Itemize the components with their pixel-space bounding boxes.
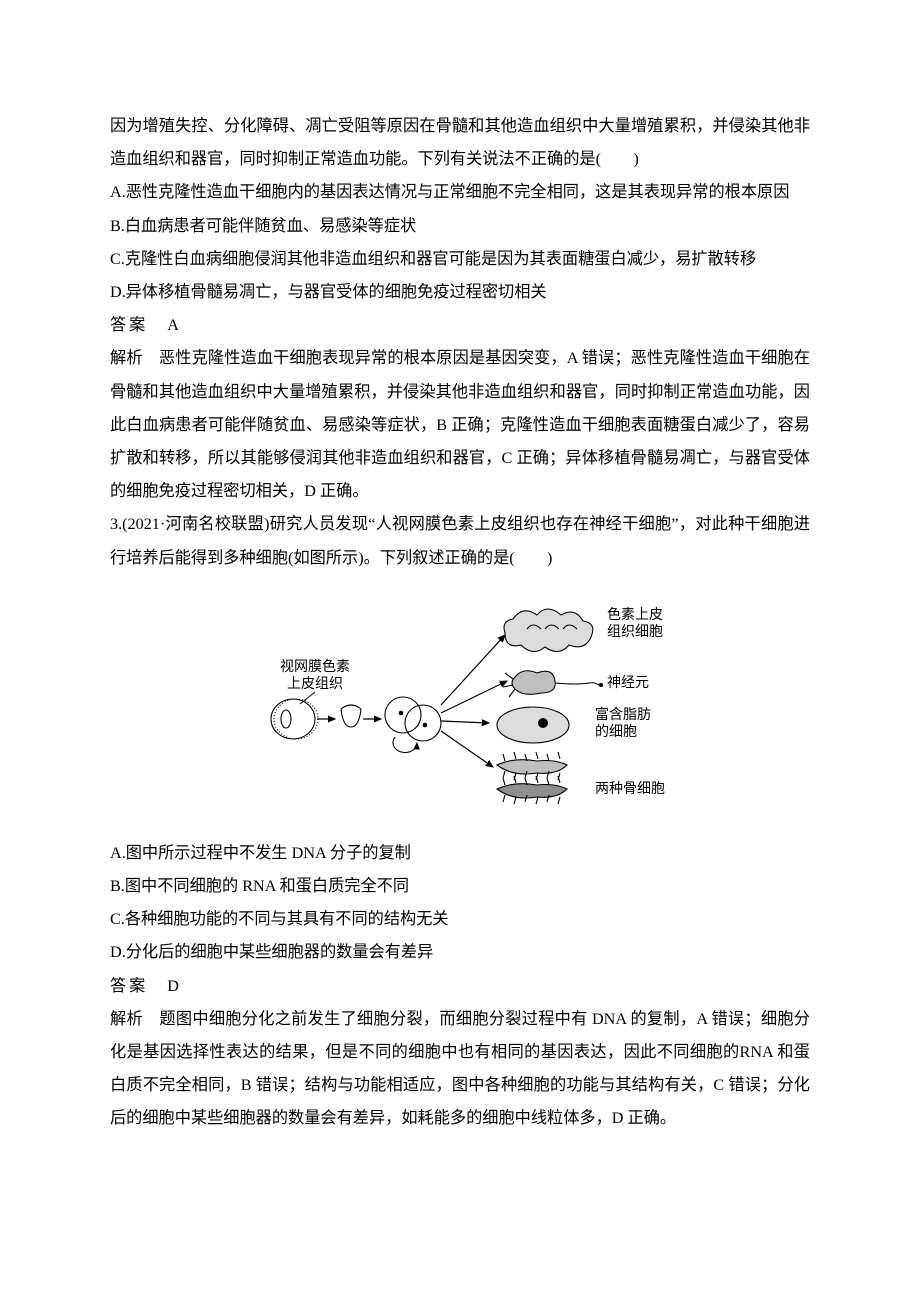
svg-text:两种骨细胞: 两种骨细胞 <box>595 781 665 797</box>
svg-text:的细胞: 的细胞 <box>595 724 637 740</box>
q2-analysis: 解析 恶性克隆性造血干细胞表现异常的根本原因是基因突变，A 错误；恶性克隆性造血… <box>110 342 810 508</box>
svg-text:上皮组织: 上皮组织 <box>287 676 343 692</box>
q2-intro-paragraph: 因为增殖失控、分化障碍、凋亡受阻等原因在骨髓和其他造血组织中大量增殖累积，并侵染… <box>110 110 810 176</box>
q3-diagram: 视网膜色素上皮组织 色素上皮组织细胞神经元富含脂肪的细胞两种骨细胞 <box>110 589 810 819</box>
q3-stem: 3.(2021·河南名校联盟)研究人员发现“人视网膜色素上皮组织也存在神经干细胞… <box>110 508 810 574</box>
q2-option-d: D.异体移植骨髓易凋亡，与器官受体的细胞免疫过程密切相关 <box>110 276 810 309</box>
q3-answer: 答案 D <box>110 970 810 1003</box>
svg-text:色素上皮: 色素上皮 <box>607 606 663 623</box>
svg-text:神经元: 神经元 <box>607 675 649 691</box>
document-page: 因为增殖失控、分化障碍、凋亡受阻等原因在骨髓和其他造血组织中大量增殖累积，并侵染… <box>0 0 920 1196</box>
q2-option-c: C.克隆性白血病细胞侵润其他非造血组织和器官可能是因为其表面糖蛋白减少，易扩散转… <box>110 243 810 276</box>
q3-option-b: B.图中不同细胞的 RNA 和蛋白质完全不同 <box>110 870 810 903</box>
svg-text:组织细胞: 组织细胞 <box>607 624 663 640</box>
q3-option-d: D.分化后的细胞中某些细胞器的数量会有差异 <box>110 936 810 969</box>
q2-option-b: B.白血病患者可能伴随贫血、易感染等症状 <box>110 210 810 243</box>
q2-answer: 答案 A <box>110 309 810 342</box>
q3-option-a: A.图中所示过程中不发生 DNA 分子的复制 <box>110 837 810 870</box>
q3-analysis: 解析 题图中细胞分化之前发生了细胞分裂，而细胞分裂过程中有 DNA 的复制，A … <box>110 1003 810 1136</box>
q3-option-c: C.各种细胞功能的不同与其具有不同的结构无关 <box>110 903 810 936</box>
svg-text:富含脂肪: 富含脂肪 <box>595 706 651 723</box>
q2-option-a: A.恶性克隆性造血干细胞内的基因表达情况与正常细胞不完全相同，这是其表现异常的根… <box>110 176 810 209</box>
svg-text:视网膜色素: 视网膜色素 <box>280 658 350 675</box>
